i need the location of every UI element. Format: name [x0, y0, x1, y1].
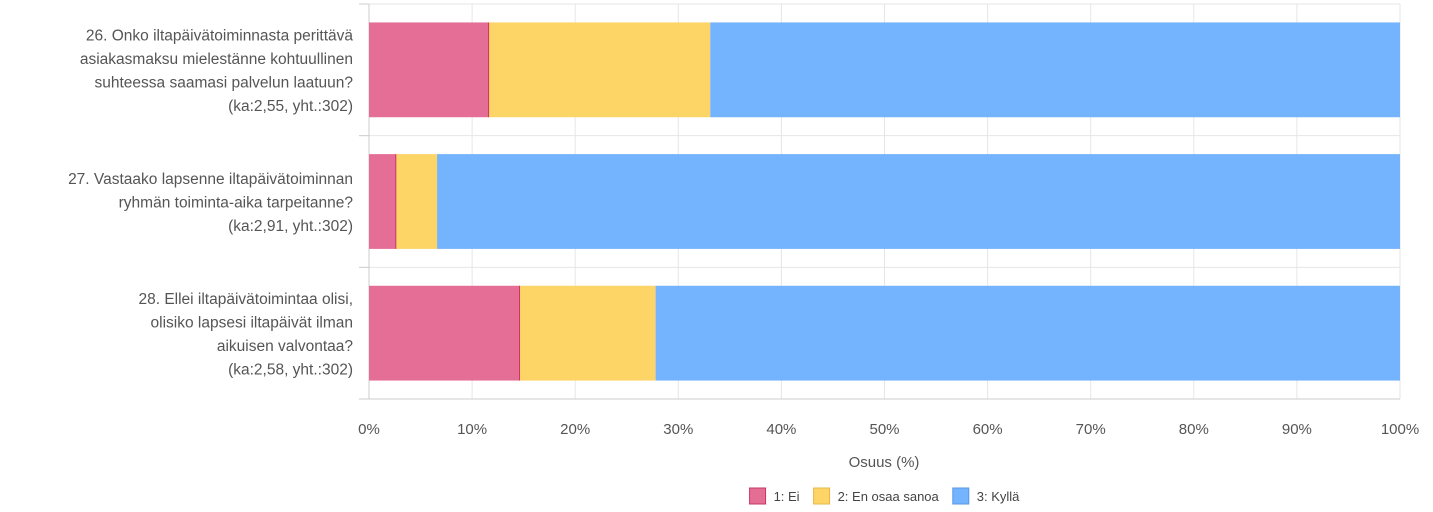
x-tick-label: 80% [1179, 421, 1209, 438]
x-axis-ticks: 0% 10% 20% 30% 40% 50% 60% 70% 80% 90% 100% [358, 421, 1419, 438]
x-axis-title: Osuus (%) [849, 454, 920, 471]
bar-segment-1[interactable] [369, 285, 520, 381]
x-tick-label: 50% [869, 421, 899, 438]
category-label-line: asiakasmaksu mielestänne kohtuullinen [80, 51, 353, 68]
category-label-line: suhteessa saamasi palvelun laatuun? [94, 75, 353, 92]
legend-label-1[interactable]: 1: Ei [774, 489, 800, 504]
legend-label-3[interactable]: 3: Kyllä [977, 489, 1020, 504]
category-label-line: ryhmän toiminta-aika tarpeitanne? [119, 195, 354, 212]
legend-swatch-1[interactable] [749, 487, 767, 505]
bar-segment-2[interactable] [519, 285, 656, 381]
x-tick-label: 100% [1381, 421, 1419, 438]
bars [369, 22, 1400, 381]
legend-label-2[interactable]: 2: En osaa sanoa [838, 489, 940, 504]
bar-segment-2[interactable] [488, 22, 711, 118]
bar-segment-1[interactable] [369, 154, 396, 249]
x-tick-label: 20% [560, 421, 590, 438]
x-tick-label: 60% [973, 421, 1003, 438]
category-label-line: (ka:2,55, yht.:302) [228, 98, 353, 115]
x-tick-label: 40% [766, 421, 796, 438]
legend-swatch-3[interactable] [952, 487, 970, 505]
bar-segment-3[interactable] [710, 22, 1400, 118]
x-tick-label: 10% [457, 421, 487, 438]
category-label-line: 27. Vastaako lapsenne iltapäivätoiminnan [68, 171, 353, 188]
x-tick-label: 90% [1282, 421, 1312, 438]
legend-swatch-2[interactable] [813, 487, 831, 505]
bar-segment-2[interactable] [395, 154, 438, 249]
bar-segment-3[interactable] [655, 285, 1400, 381]
category-label-line: olisiko lapsesi iltapäivät ilman [151, 314, 353, 331]
x-tick-label: 30% [663, 421, 693, 438]
x-tick-label: 0% [358, 421, 380, 438]
bar-segment-1[interactable] [369, 22, 489, 118]
category-label-line: (ka:2,58, yht.:302) [228, 361, 353, 378]
category-label-line: 26. Onko iltapäivätoiminnasta perittävä [86, 28, 353, 45]
category-labels: 26. Onko iltapäivätoiminnasta perittävä a… [68, 28, 353, 379]
bar-segment-3[interactable] [437, 154, 1400, 249]
category-label-line: 28. Ellei iltapäivätoimintaa olisi, [138, 291, 353, 308]
legend[interactable]: 1: Ei 2: En osaa sanoa 3: Kyllä [749, 487, 1021, 505]
category-label-line: (ka:2,91, yht.:302) [228, 218, 353, 235]
x-tick-label: 70% [1076, 421, 1106, 438]
category-label-line: aikuisen valvontaa? [217, 338, 354, 355]
